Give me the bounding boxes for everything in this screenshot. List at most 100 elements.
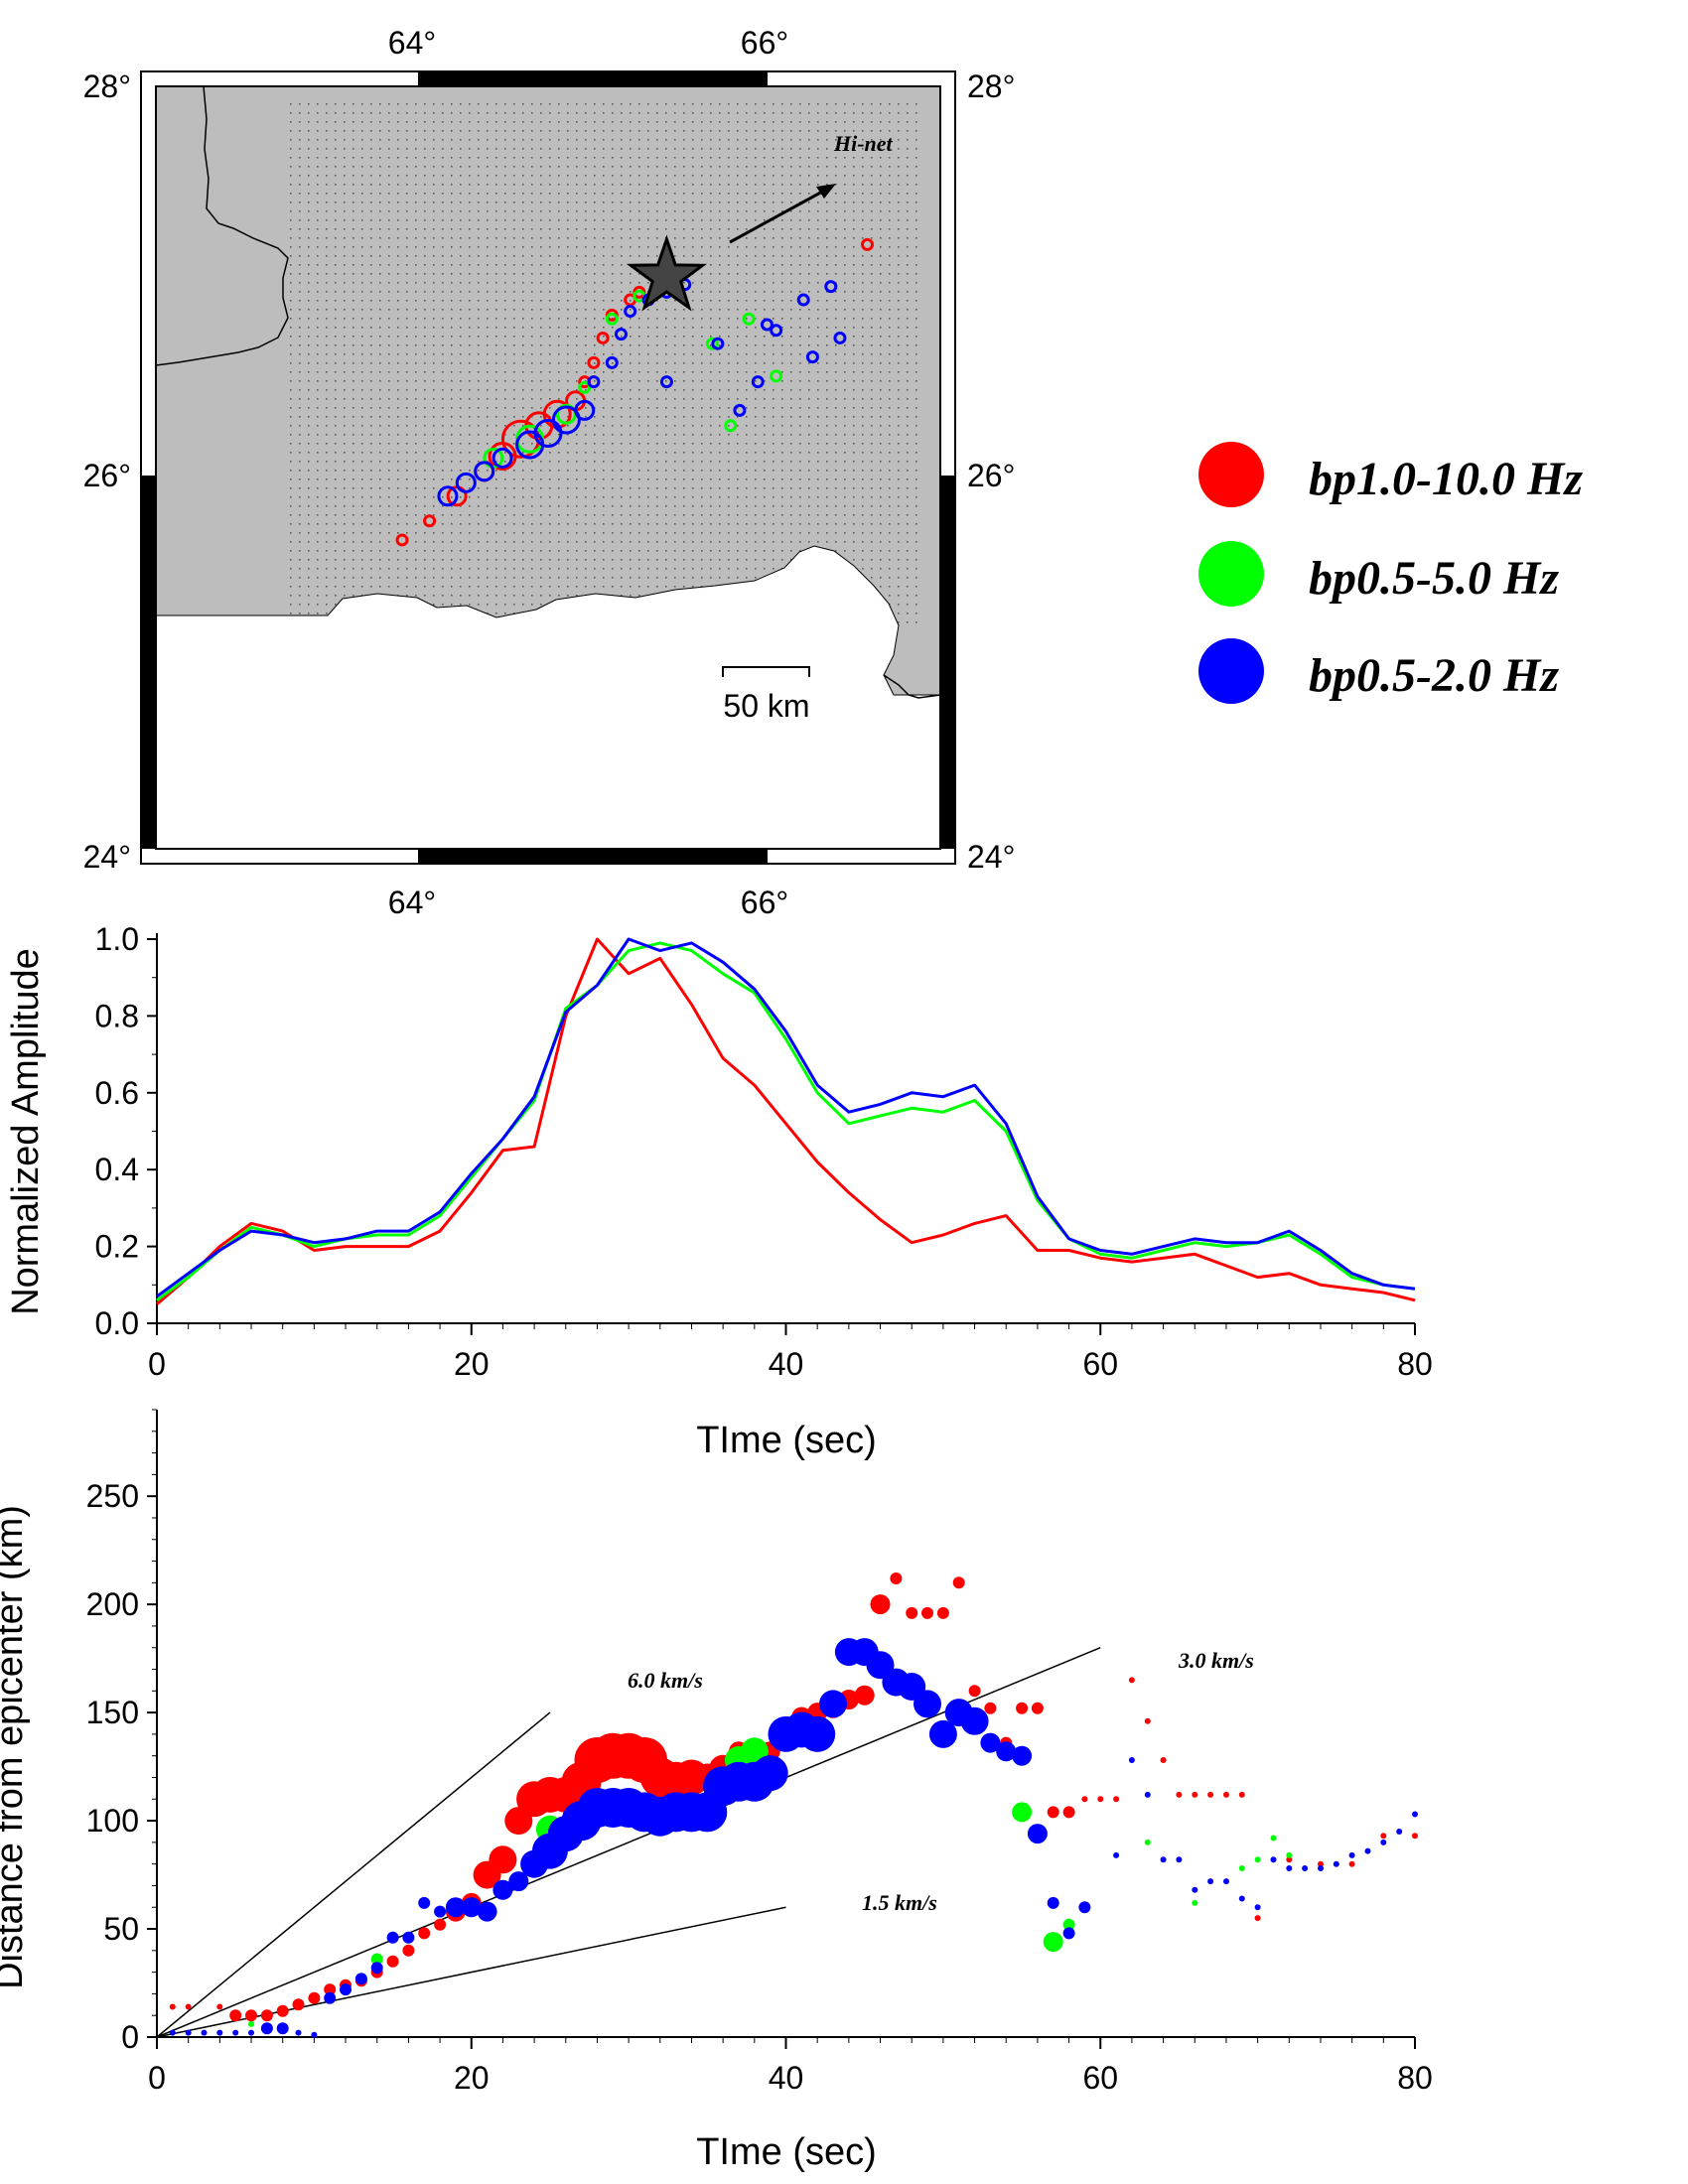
grid-dot (442, 282, 444, 284)
grid-dot (478, 103, 480, 105)
grid-dot (308, 264, 310, 266)
grid-dot (656, 371, 658, 373)
grid-dot (513, 255, 515, 257)
grid-dot (701, 559, 703, 561)
grid-dot (755, 416, 757, 418)
grid-dot (692, 148, 694, 150)
grid-dot (451, 228, 453, 230)
grid-dot (397, 148, 399, 150)
grid-dot (451, 371, 453, 373)
grid-dot (889, 175, 891, 177)
grid-dot (290, 237, 292, 239)
grid-dot (862, 523, 864, 525)
grid-dot (442, 219, 444, 221)
grid-dot (826, 219, 828, 221)
grid-dot (567, 139, 569, 141)
grid-dot (826, 121, 828, 123)
grid-dot (406, 228, 408, 230)
grid-dot (808, 157, 810, 159)
grid-dot (513, 344, 515, 346)
grid-dot (442, 193, 444, 195)
grid-dot (835, 210, 837, 212)
grid-dot (808, 487, 810, 489)
grid-dot (522, 139, 524, 141)
grid-dot (826, 487, 828, 489)
grid-dot (781, 344, 783, 346)
grid-dot (326, 550, 328, 552)
grid-dot (504, 130, 506, 132)
grid-dot (844, 470, 846, 472)
grid-dot (647, 157, 649, 159)
grid-dot (692, 505, 694, 507)
grid-dot (513, 273, 515, 275)
grid-dot (442, 175, 444, 177)
map-marker-series-2 (760, 318, 774, 332)
grid-dot (504, 309, 506, 311)
grid-dot (799, 362, 801, 364)
grid-dot (594, 461, 596, 463)
grid-dot (308, 470, 310, 472)
grid-dot (889, 398, 891, 400)
grid-dot (326, 487, 328, 489)
grid-dot (880, 184, 882, 186)
grid-dot (433, 380, 435, 382)
dist-marker-series-1 (1254, 1856, 1261, 1863)
grid-dot (352, 184, 354, 186)
grid-dot (576, 532, 578, 534)
grid-dot (674, 461, 676, 463)
grid-dot (469, 202, 471, 204)
grid-dot (853, 559, 855, 561)
grid-dot (692, 130, 694, 132)
grid-dot (710, 148, 712, 150)
grid-dot (335, 300, 337, 302)
grid-dot (844, 496, 846, 498)
grid-dot (764, 523, 766, 525)
grid-dot (576, 139, 578, 141)
dist-marker-series-0 (418, 1927, 431, 1940)
grid-dot (335, 452, 337, 454)
grid-dot (379, 246, 381, 248)
grid-dot (290, 559, 292, 561)
grid-dot (326, 166, 328, 168)
grid-dot (808, 318, 810, 320)
grid-dot (469, 193, 471, 195)
grid-dot (487, 577, 489, 579)
grid-dot (352, 219, 354, 221)
grid-dot (460, 353, 462, 355)
grid-dot (549, 291, 551, 293)
grid-dot (737, 166, 739, 168)
grid-dot (567, 157, 569, 159)
grid-dot (504, 389, 506, 391)
grid-dot (326, 327, 328, 329)
grid-dot (719, 532, 721, 534)
grid-dot (621, 264, 623, 266)
dist-marker-series-2 (1238, 1895, 1245, 1902)
grid-dot (326, 193, 328, 195)
grid-dot (764, 273, 766, 275)
grid-dot (361, 264, 363, 266)
grid-dot (773, 291, 774, 293)
grid-dot (603, 273, 605, 275)
dist-y-tick-label: 150 (86, 1695, 139, 1730)
grid-dot (460, 193, 462, 195)
grid-dot (915, 202, 917, 204)
grid-dot (344, 416, 346, 418)
grid-dot (907, 228, 909, 230)
grid-dot (781, 434, 783, 436)
grid-dot (835, 237, 837, 239)
grid-dot (862, 362, 864, 364)
grid-dot (406, 505, 408, 507)
grid-dot (799, 219, 801, 221)
grid-dot (317, 559, 319, 561)
grid-dot (701, 496, 703, 498)
grid-dot (790, 362, 792, 364)
grid-dot (504, 175, 506, 177)
grid-dot (790, 541, 792, 543)
grid-dot (504, 452, 506, 454)
grid-dot (469, 514, 471, 516)
grid-dot (370, 470, 372, 472)
grid-dot (469, 309, 471, 311)
grid-dot (746, 425, 748, 427)
grid-dot (540, 380, 542, 382)
